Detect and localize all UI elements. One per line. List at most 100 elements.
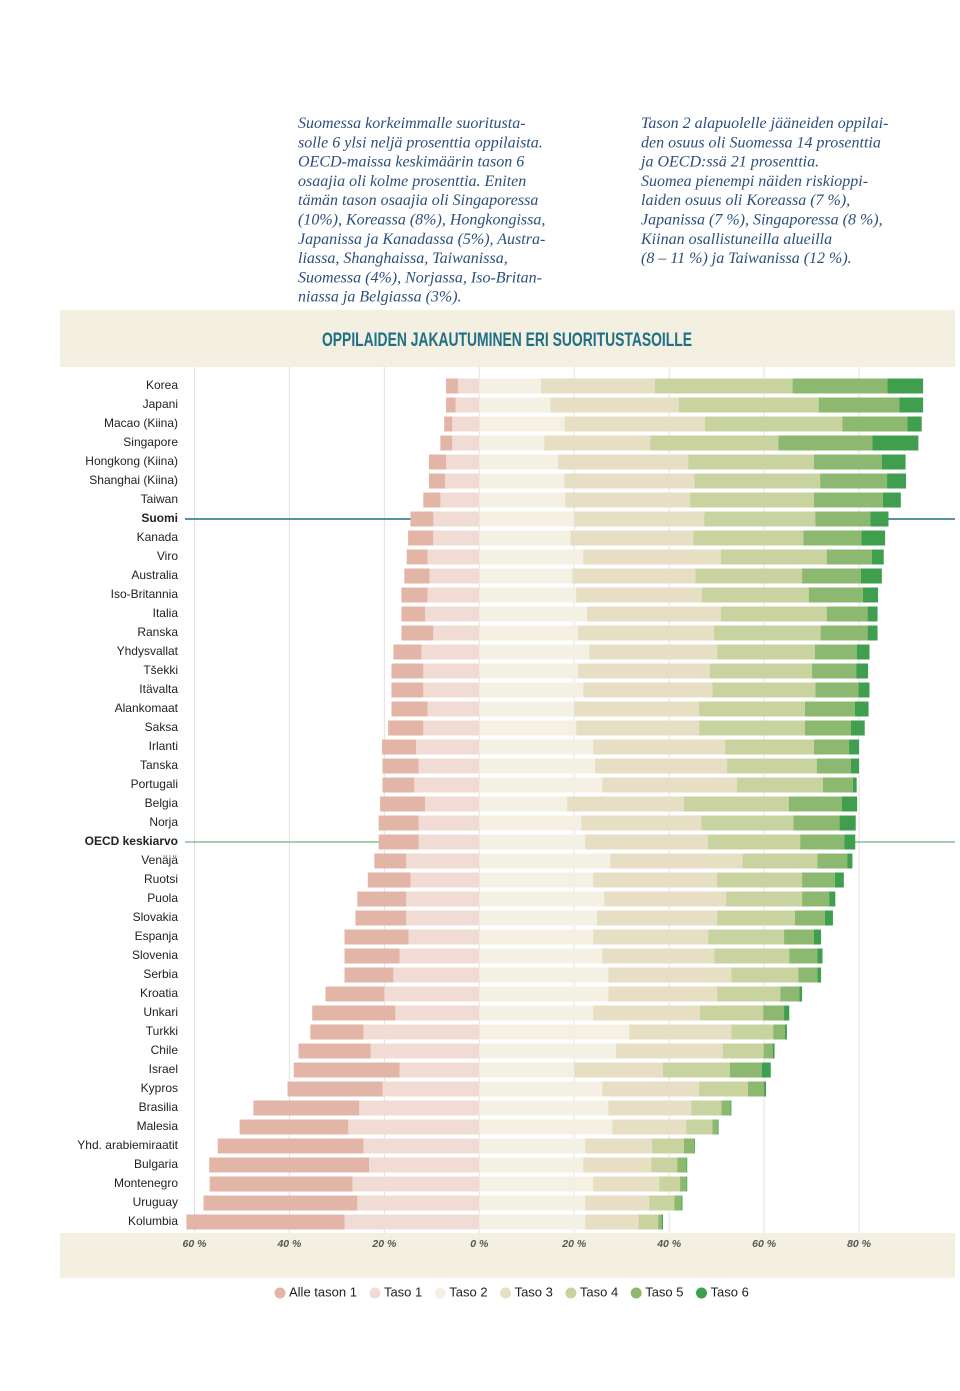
bar-segment (860, 568, 882, 584)
bar-segment (382, 758, 419, 774)
bar-segment (727, 758, 817, 774)
bar-segment (479, 625, 579, 641)
legend-label: Taso 3 (515, 1284, 553, 1299)
bar-segment (858, 682, 870, 698)
category-label: Japani (143, 397, 178, 411)
intro-text: Japanissa (7 %), Singaporessa (8 %), (641, 212, 883, 229)
intro-text: Suomea pienempi näiden riskioppi- (641, 173, 868, 190)
bar-segment (870, 511, 889, 527)
intro-text: niassa ja Belgiassa (3%). (298, 289, 462, 306)
bar-segment (813, 929, 822, 945)
bar-segment (649, 1195, 675, 1211)
bar-segment (344, 967, 394, 983)
bar-segment (578, 663, 710, 679)
bar-segment (428, 454, 447, 470)
bar-segment (595, 758, 728, 774)
bar-segment (564, 473, 695, 489)
bar-segment (479, 948, 603, 964)
bar-segment (822, 777, 853, 793)
bar-segment (861, 530, 886, 546)
bar-segment (388, 720, 424, 736)
bar-segment (593, 872, 718, 888)
bar-segment (425, 796, 480, 812)
intro-text: solle 6 ylsi neljä prosenttia oppilaista… (298, 134, 543, 151)
bar-segment (209, 1157, 370, 1173)
bar-segment (798, 967, 818, 983)
bar-segment (610, 853, 743, 869)
category-label: Singapore (123, 435, 178, 449)
bar-segment (293, 1062, 400, 1078)
legend-label: Taso 2 (449, 1284, 487, 1299)
bar-segment (452, 416, 480, 432)
bar-segment (479, 929, 594, 945)
bar-segment (629, 1024, 732, 1040)
bar-segment (425, 606, 480, 622)
bar-segment (815, 682, 859, 698)
bar-segment (433, 511, 480, 527)
bar-segment (717, 1119, 719, 1135)
x-tick-label: 0 % (470, 1238, 489, 1250)
bar-segment (203, 1195, 358, 1211)
intro-text: Suomessa (4%), Norjassa, Iso-Britan- (298, 269, 542, 286)
bar-segment (479, 1043, 617, 1059)
bar-segment (344, 929, 409, 945)
bar-segment (581, 815, 702, 831)
bar-segment (785, 1024, 787, 1040)
category-label: Montenegro (114, 1176, 178, 1190)
category-label: Iso-Britannia (111, 587, 179, 601)
bar-segment (856, 663, 869, 679)
bar-segment (747, 1081, 765, 1097)
x-tick-label: 60 % (752, 1238, 777, 1250)
category-label: Venäjä (141, 853, 178, 867)
bar-segment (446, 454, 480, 470)
bar-segment (479, 967, 609, 983)
bar-segment (658, 1214, 663, 1230)
bar-segment (406, 910, 480, 926)
bar-segment (479, 682, 584, 698)
bar-segment (479, 473, 565, 489)
bar-segment (763, 1005, 785, 1021)
bar-segment (369, 1157, 480, 1173)
bar-segment (479, 796, 568, 812)
bar-segment (602, 777, 738, 793)
bar-segment (824, 910, 833, 926)
bar-segment (882, 492, 901, 508)
bar-segment (802, 891, 830, 907)
bar-segment (815, 511, 871, 527)
bar-segment (583, 549, 721, 565)
bar-segment (418, 834, 480, 850)
bar-segment (701, 587, 809, 603)
bar-segment (816, 758, 851, 774)
bar-segment (720, 549, 827, 565)
x-tick-label: 20 % (561, 1238, 587, 1250)
legend-swatch (434, 1287, 446, 1299)
bar-segment (479, 720, 577, 736)
bar-segment (793, 815, 840, 831)
bar-segment (813, 739, 850, 755)
bar-segment (722, 1043, 764, 1059)
bar-segment (792, 378, 888, 394)
bar-segment (604, 891, 727, 907)
bar-segment (479, 1005, 594, 1021)
bar-segment (401, 625, 434, 641)
bar-segment (729, 1062, 762, 1078)
bar-segment (662, 1214, 664, 1230)
legend-swatch (630, 1287, 642, 1299)
bar-segment (433, 625, 480, 641)
bar-segment (479, 644, 590, 660)
category-label: Belgia (145, 796, 179, 810)
bar-segment (408, 929, 480, 945)
bar-segment (479, 758, 596, 774)
intro-text: osaajia oli kolme prosenttia. Eniten (298, 173, 526, 190)
bar-segment (479, 1081, 603, 1097)
bar-segment (802, 568, 861, 584)
bar-segment (850, 720, 865, 736)
category-label: Brasilia (139, 1100, 179, 1114)
bar-segment (479, 549, 584, 565)
category-label: Alankomaat (115, 701, 179, 715)
bar-segment (708, 834, 801, 850)
bar-segment (382, 777, 415, 793)
bar-segment (612, 1119, 687, 1135)
bar-segment (852, 777, 857, 793)
